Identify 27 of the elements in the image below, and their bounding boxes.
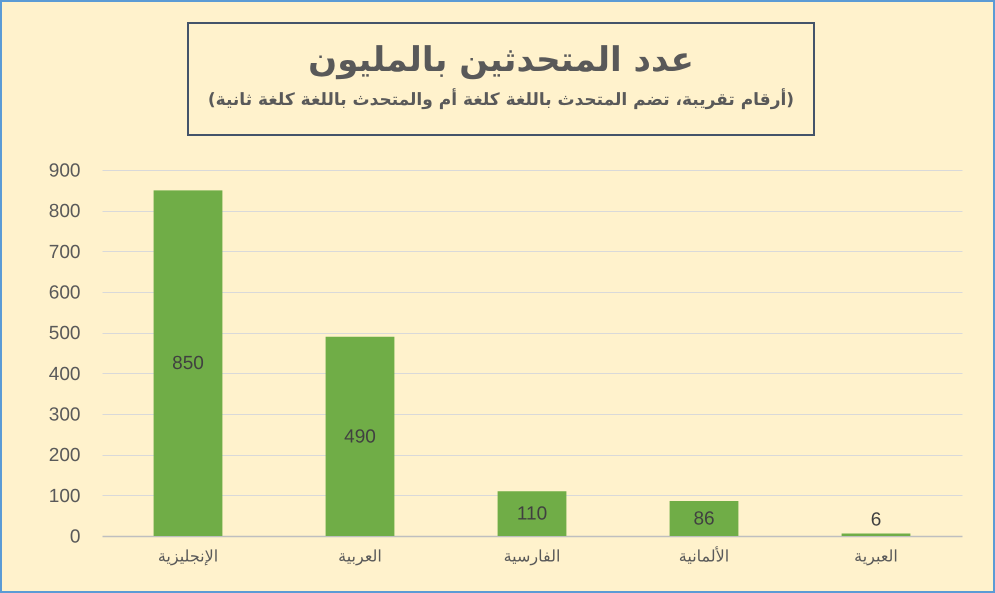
data-label: 490 xyxy=(344,426,376,448)
data-label: 850 xyxy=(172,353,204,374)
bar xyxy=(670,501,738,536)
x-tick-label: الإنجليزية xyxy=(158,546,218,566)
data-label: 6 xyxy=(870,510,882,531)
y-tick-label: 500 xyxy=(48,323,80,344)
data-label: 86 xyxy=(693,508,715,530)
title-frame: عدد المتحدثين بالمليون (أرقام تقريبة، تضم المتحدث باللغة كلغة أم والمتحدث باللغة كلغة ثانية) xyxy=(187,22,815,136)
y-tick-label: 600 xyxy=(48,282,80,304)
y-tick-label: 0 xyxy=(70,526,80,548)
y-tick-label: 400 xyxy=(48,364,80,385)
x-tick-label: الألمانية xyxy=(678,546,730,566)
y-tick-label: 100 xyxy=(48,486,80,507)
y-tick-label: 700 xyxy=(48,242,80,263)
y-tick-label: 300 xyxy=(48,404,80,426)
y-tick-label: 800 xyxy=(48,201,80,222)
x-tick-label: العبرية xyxy=(854,546,898,566)
x-tick-label: العربية xyxy=(338,546,382,566)
y-tick-label: 900 xyxy=(48,160,80,182)
bar xyxy=(154,190,222,536)
chart-subtitle: (أرقام تقريبة، تضم المتحدث باللغة كلغة أم والمتحدث باللغة كلغة ثانية) xyxy=(206,90,796,110)
x-tick-label: الفارسية xyxy=(504,546,560,566)
y-tick-label: 200 xyxy=(48,445,80,466)
bar xyxy=(326,336,394,536)
data-label: 110 xyxy=(516,504,548,525)
bar xyxy=(498,491,566,536)
chart-title: عدد المتحدثين بالمليون xyxy=(307,39,695,82)
